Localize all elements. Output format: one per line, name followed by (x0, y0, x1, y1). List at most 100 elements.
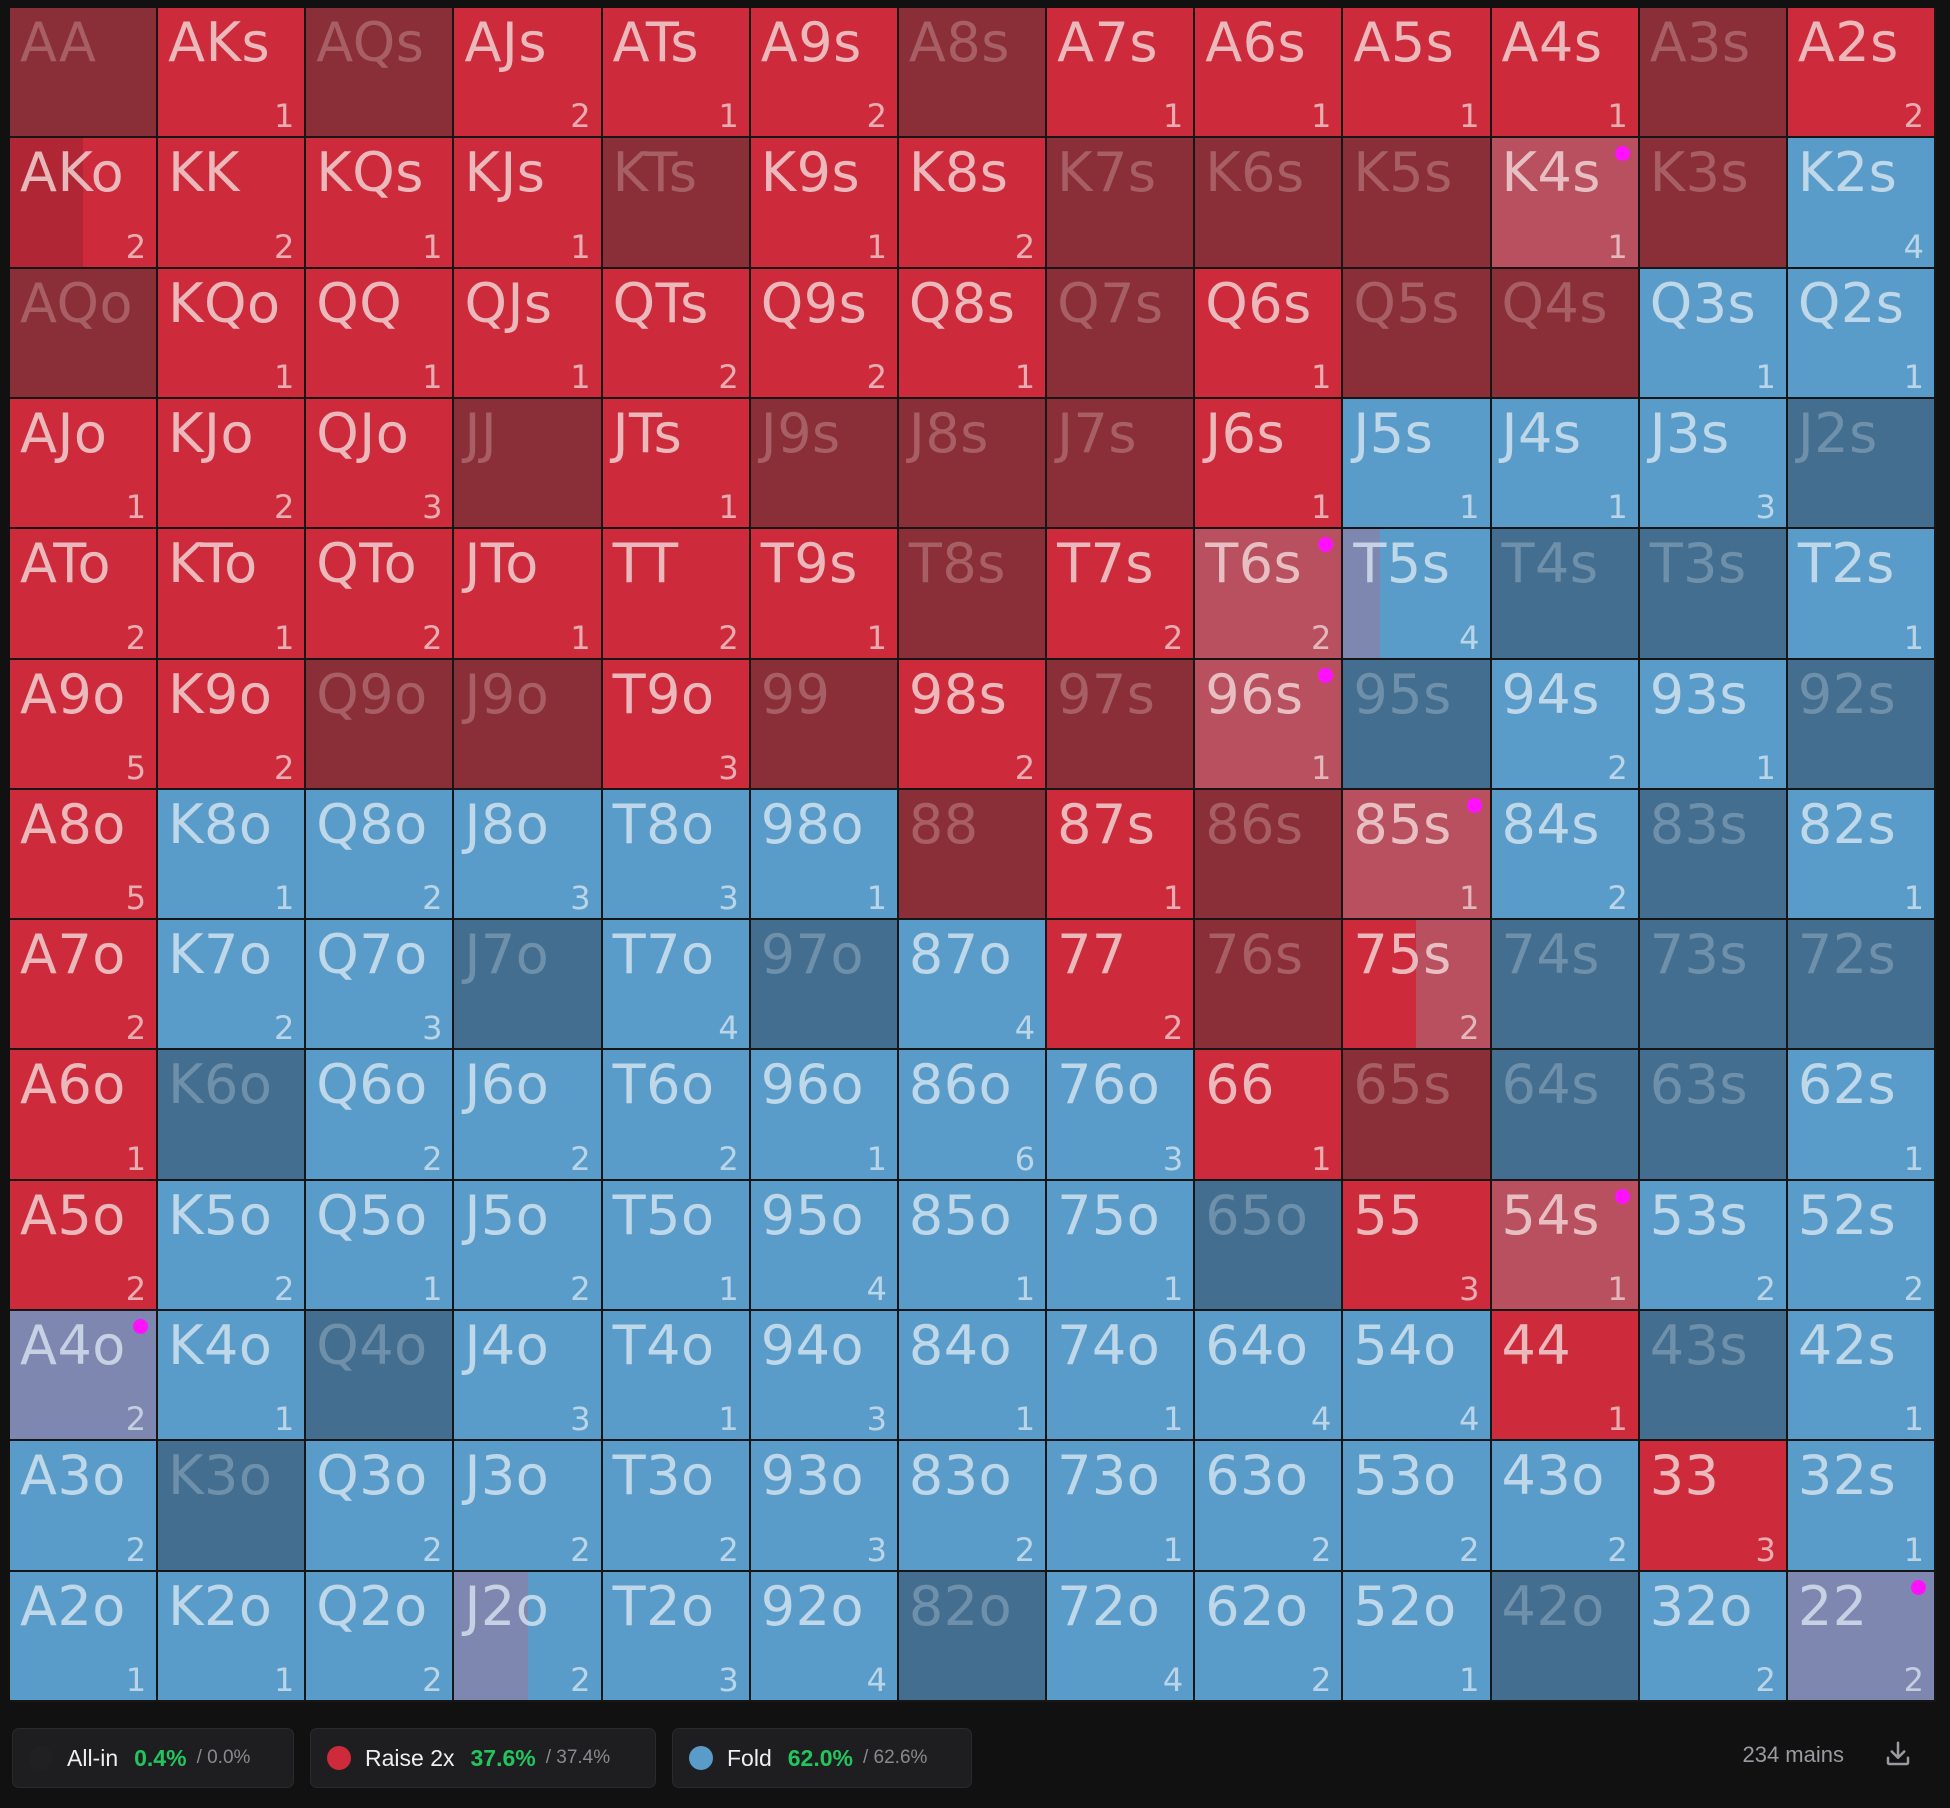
hand-cell-J7o[interactable]: J7o (454, 920, 603, 1051)
hand-cell-92o[interactable]: 92o 4 (750, 1571, 899, 1702)
hand-cell-A4s[interactable]: A4s 1 (1491, 8, 1640, 139)
hand-cell-84s[interactable]: 84s 2 (1491, 789, 1640, 921)
hand-cell-85s[interactable]: 85s 1 (1343, 789, 1492, 921)
hand-cell-A3o[interactable]: A3o 2 (10, 1441, 159, 1572)
hand-cell-A3s[interactable]: A3s (1639, 8, 1788, 139)
hand-cell-Q4s[interactable]: Q4s (1491, 268, 1640, 399)
hand-cell-75o[interactable]: 75o 1 (1047, 1180, 1196, 1312)
hand-cell-AKo[interactable]: AKo 2 (10, 138, 159, 269)
hand-cell-74s[interactable]: 74s (1491, 920, 1640, 1051)
hand-cell-T6o[interactable]: T6o 2 (602, 1050, 751, 1181)
hand-cell-53o[interactable]: 53o 2 (1343, 1441, 1492, 1572)
hand-cell-73s[interactable]: 73s (1639, 920, 1788, 1051)
hand-cell-T4s[interactable]: T4s (1491, 529, 1640, 660)
hand-cell-A6o[interactable]: A6o 1 (10, 1050, 159, 1181)
hand-cell-KQo[interactable]: KQo 1 (158, 268, 307, 399)
hand-cell-98s[interactable]: 98s 2 (898, 659, 1048, 790)
hand-cell-32s[interactable]: 32s 1 (1787, 1441, 1936, 1572)
hand-cell-A5s[interactable]: A5s 1 (1343, 8, 1492, 139)
hand-cell-A2s[interactable]: A2s 2 (1787, 8, 1936, 139)
hand-cell-T7s[interactable]: T7s 2 (1047, 529, 1196, 660)
hand-cell-77[interactable]: 77 2 (1047, 920, 1196, 1051)
hand-cell-33[interactable]: 33 3 (1639, 1441, 1788, 1572)
hand-cell-86o[interactable]: 86o 6 (898, 1050, 1048, 1181)
hand-cell-99[interactable]: 99 (750, 659, 899, 790)
hand-cell-82o[interactable]: 82o (898, 1571, 1048, 1702)
hand-cell-87s[interactable]: 87s 1 (1047, 789, 1196, 921)
hand-cell-K7s[interactable]: K7s (1047, 138, 1196, 269)
hand-cell-Q7s[interactable]: Q7s (1047, 268, 1196, 399)
hand-cell-62o[interactable]: 62o 2 (1195, 1571, 1344, 1702)
hand-cell-T6s[interactable]: T6s 2 (1195, 529, 1344, 660)
hand-cell-KTs[interactable]: KTs (602, 138, 751, 269)
hand-cell-85o[interactable]: 85o 1 (898, 1180, 1048, 1312)
hand-cell-J8o[interactable]: J8o 3 (454, 789, 603, 921)
hand-cell-QQ[interactable]: QQ 1 (306, 268, 455, 399)
hand-cell-63o[interactable]: 63o 2 (1195, 1441, 1344, 1572)
legend-fold[interactable]: Fold 62.0% / 62.6% (672, 1728, 972, 1788)
hand-cell-QJs[interactable]: QJs 1 (454, 268, 603, 399)
hand-cell-J4o[interactable]: J4o 3 (454, 1311, 603, 1442)
hand-cell-AQs[interactable]: AQs (306, 8, 455, 139)
hand-cell-Q9s[interactable]: Q9s 2 (750, 268, 899, 399)
hand-cell-Q2s[interactable]: Q2s 1 (1787, 268, 1936, 399)
hand-cell-T5s[interactable]: T5s 4 (1343, 529, 1492, 660)
hand-cell-K2o[interactable]: K2o 1 (158, 1571, 307, 1702)
hand-cell-76o[interactable]: 76o 3 (1047, 1050, 1196, 1181)
hand-cell-83o[interactable]: 83o 2 (898, 1441, 1048, 1572)
hand-cell-Q8s[interactable]: Q8s 1 (898, 268, 1048, 399)
hand-cell-J3s[interactable]: J3s 3 (1639, 398, 1788, 530)
hand-cell-JTs[interactable]: JTs 1 (602, 398, 751, 530)
hand-cell-A4o[interactable]: A4o 2 (10, 1311, 159, 1442)
hand-cell-K4s[interactable]: K4s 1 (1491, 138, 1640, 269)
hand-cell-T9s[interactable]: T9s 1 (750, 529, 899, 660)
hand-cell-54s[interactable]: 54s 1 (1491, 1180, 1640, 1312)
hand-cell-A9o[interactable]: A9o 5 (10, 659, 159, 790)
hand-cell-66[interactable]: 66 1 (1195, 1050, 1344, 1181)
hand-cell-T2o[interactable]: T2o 3 (602, 1571, 751, 1702)
hand-cell-A7o[interactable]: A7o 2 (10, 920, 159, 1051)
hand-cell-KQs[interactable]: KQs 1 (306, 138, 455, 269)
hand-cell-J5s[interactable]: J5s 1 (1343, 398, 1492, 530)
hand-cell-K3s[interactable]: K3s (1639, 138, 1788, 269)
hand-cell-Q6s[interactable]: Q6s 1 (1195, 268, 1344, 399)
hand-cell-T8o[interactable]: T8o 3 (602, 789, 751, 921)
hand-cell-J9s[interactable]: J9s (750, 398, 899, 530)
hand-cell-KTo[interactable]: KTo 1 (158, 529, 307, 660)
hand-cell-32o[interactable]: 32o 2 (1639, 1571, 1788, 1702)
hand-cell-A7s[interactable]: A7s 1 (1047, 8, 1196, 139)
hand-cell-A8s[interactable]: A8s (898, 8, 1048, 139)
hand-cell-JJ[interactable]: JJ (454, 398, 603, 530)
hand-cell-T5o[interactable]: T5o 1 (602, 1180, 751, 1312)
hand-cell-82s[interactable]: 82s 1 (1787, 789, 1936, 921)
hand-cell-AJs[interactable]: AJs 2 (454, 8, 603, 139)
hand-cell-JTo[interactable]: JTo 1 (454, 529, 603, 660)
hand-cell-63s[interactable]: 63s (1639, 1050, 1788, 1181)
hand-cell-K8s[interactable]: K8s 2 (898, 138, 1048, 269)
hand-cell-J6o[interactable]: J6o 2 (454, 1050, 603, 1181)
hand-cell-64s[interactable]: 64s (1491, 1050, 1640, 1181)
hand-cell-96o[interactable]: 96o 1 (750, 1050, 899, 1181)
hand-cell-K9o[interactable]: K9o 2 (158, 659, 307, 790)
hand-cell-J9o[interactable]: J9o (454, 659, 603, 790)
hand-cell-74o[interactable]: 74o 1 (1047, 1311, 1196, 1442)
hand-cell-T4o[interactable]: T4o 1 (602, 1311, 751, 1442)
hand-cell-T8s[interactable]: T8s (898, 529, 1048, 660)
hand-cell-52o[interactable]: 52o 1 (1343, 1571, 1492, 1702)
hand-cell-J3o[interactable]: J3o 2 (454, 1441, 603, 1572)
hand-cell-T3o[interactable]: T3o 2 (602, 1441, 751, 1572)
hand-cell-J2o[interactable]: J2o 2 (454, 1571, 603, 1702)
hand-cell-Q6o[interactable]: Q6o 2 (306, 1050, 455, 1181)
hand-cell-96s[interactable]: 96s 1 (1195, 659, 1344, 790)
hand-cell-KJs[interactable]: KJs 1 (454, 138, 603, 269)
hand-cell-86s[interactable]: 86s (1195, 789, 1344, 921)
hand-cell-Q4o[interactable]: Q4o (306, 1311, 455, 1442)
hand-cell-Q2o[interactable]: Q2o 2 (306, 1571, 455, 1702)
hand-cell-93o[interactable]: 93o 3 (750, 1441, 899, 1572)
hand-cell-J8s[interactable]: J8s (898, 398, 1048, 530)
hand-cell-42s[interactable]: 42s 1 (1787, 1311, 1936, 1442)
hand-cell-65s[interactable]: 65s (1343, 1050, 1492, 1181)
hand-cell-72s[interactable]: 72s (1787, 920, 1936, 1051)
hand-cell-84o[interactable]: 84o 1 (898, 1311, 1048, 1442)
hand-cell-A2o[interactable]: A2o 1 (10, 1571, 159, 1702)
